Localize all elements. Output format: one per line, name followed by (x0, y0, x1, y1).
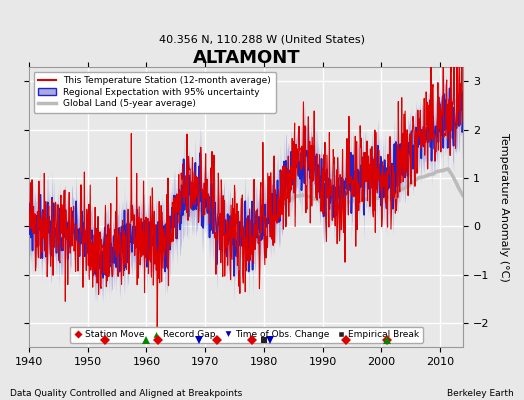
Text: 40.356 N, 110.288 W (United States): 40.356 N, 110.288 W (United States) (159, 34, 365, 44)
Y-axis label: Temperature Anomaly (°C): Temperature Anomaly (°C) (499, 133, 509, 282)
Text: Berkeley Earth: Berkeley Earth (447, 389, 514, 398)
Text: Data Quality Controlled and Aligned at Breakpoints: Data Quality Controlled and Aligned at B… (10, 389, 243, 398)
Title: ALTAMONT: ALTAMONT (192, 49, 300, 67)
Legend: Station Move, Record Gap, Time of Obs. Change, Empirical Break: Station Move, Record Gap, Time of Obs. C… (70, 326, 423, 343)
